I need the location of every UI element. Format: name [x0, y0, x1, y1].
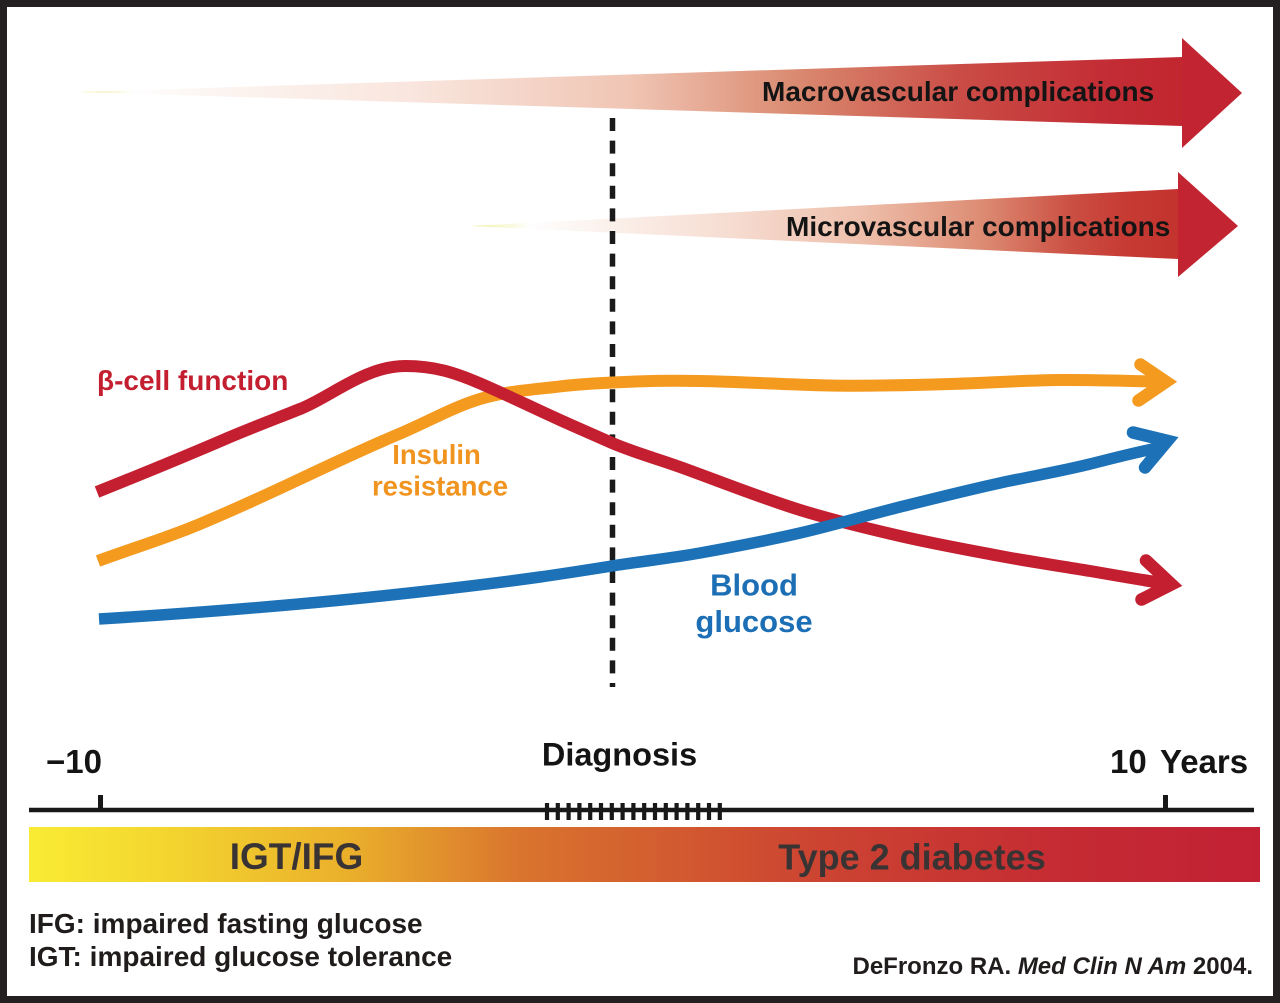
svg-text:DeFronzo RA. Med Clin N Am 200: DeFronzo RA. Med Clin N Am 2004.: [852, 953, 1253, 980]
svg-text:IFG: impaired fasting glucose: IFG: impaired fasting glucose: [29, 908, 423, 939]
svg-text:IGT: impaired glucose toleranc: IGT: impaired glucose tolerance: [29, 941, 452, 972]
svg-text:glucose: glucose: [695, 604, 812, 639]
svg-text:Blood: Blood: [710, 568, 798, 603]
svg-text:Insulin: Insulin: [392, 439, 481, 470]
svg-text:Type 2 diabetes: Type 2 diabetes: [778, 837, 1045, 878]
svg-text:β-cell function: β-cell function: [97, 365, 288, 396]
svg-text:−10: −10: [46, 743, 102, 780]
svg-text:Macrovascular complications: Macrovascular complications: [762, 76, 1154, 107]
svg-text:IGT/IFG: IGT/IFG: [230, 836, 364, 877]
svg-text:Diagnosis: Diagnosis: [542, 737, 697, 773]
svg-text:resistance: resistance: [372, 471, 508, 502]
svg-text:Microvascular complications: Microvascular complications: [786, 211, 1170, 242]
